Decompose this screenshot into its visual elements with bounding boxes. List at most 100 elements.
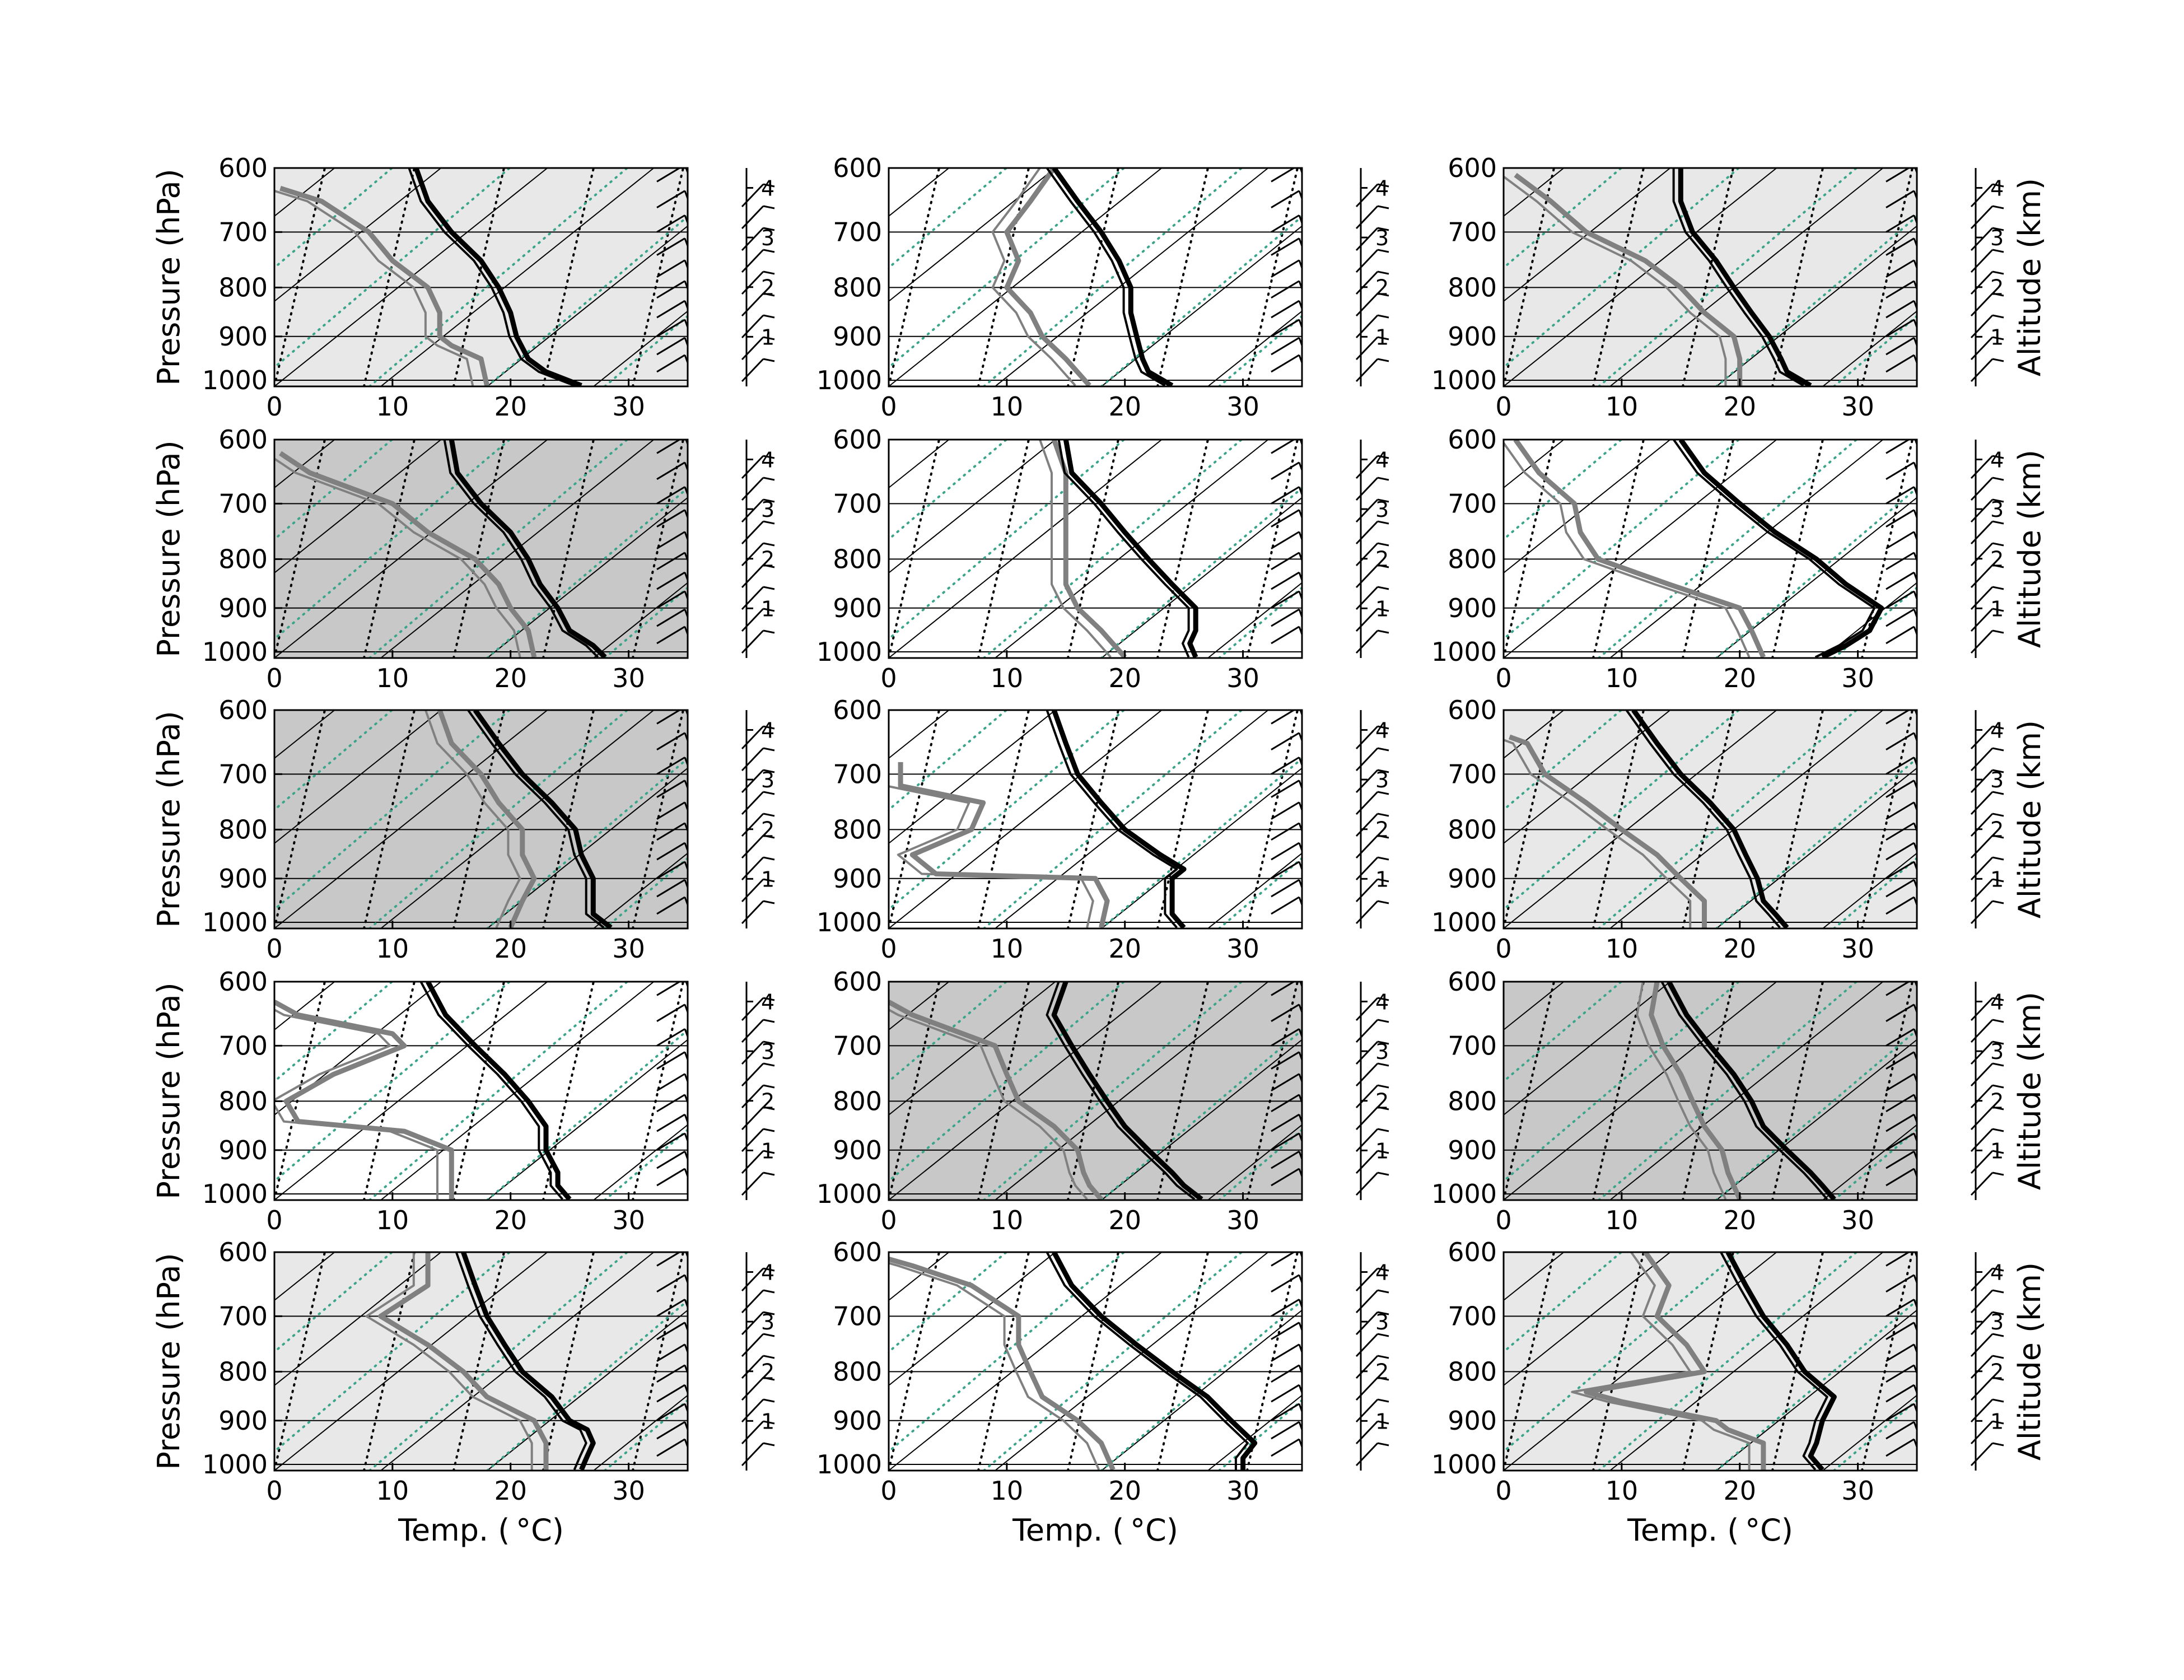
p-tick-label: 700	[218, 217, 268, 247]
dry-adiabat	[95, 1252, 146, 1471]
altitude-wind-barb-flag	[1992, 586, 2004, 590]
p-tick-label: 700	[1448, 1030, 1497, 1061]
altitude-wind-barb-flag	[1377, 564, 1389, 568]
wind-barb-flag	[684, 1421, 688, 1432]
wind-barb	[656, 237, 688, 256]
p-tick-label: 1000	[1431, 1449, 1497, 1480]
altitude-wind-barb-flag	[1992, 205, 2004, 209]
wind-barb	[656, 1403, 688, 1422]
skewed-isotherm	[889, 440, 1056, 574]
altitude-wind-barb	[741, 292, 775, 317]
wind-barb-shaft	[656, 259, 685, 278]
alt-tick-label: 4	[1990, 447, 2004, 472]
skewed-isotherm	[889, 168, 1163, 386]
altitude-wind-barb	[1355, 1442, 1389, 1467]
altitude-wind-barb	[1970, 608, 2004, 632]
wind-barb-shaft	[1886, 1094, 1915, 1113]
wind-barb	[1886, 1073, 1917, 1091]
dewpoint-profile-alt	[1636, 982, 1727, 1200]
alt-tick-label: 4	[761, 1260, 774, 1285]
skewed-isotherm	[1929, 168, 2184, 386]
wind-barb	[1886, 1252, 1917, 1267]
altitude-wind-barb-shaft	[1970, 1289, 1994, 1314]
altitude-wind-barb-shaft	[741, 455, 764, 479]
panel-frame	[273, 981, 689, 1201]
skewed-isotherm	[995, 982, 1269, 1200]
altitude-wind-barb	[741, 314, 775, 339]
x-tick-label: 30	[1226, 934, 1259, 964]
skewed-isotherm	[1929, 1252, 2184, 1471]
wind-barb-shaft	[656, 354, 685, 373]
skewed-isotherm	[274, 168, 442, 302]
panel-background	[274, 1252, 688, 1471]
p-tick-label: 800	[833, 272, 882, 302]
p-tick-label: 600	[833, 695, 882, 725]
wind-barb-shaft	[1886, 1343, 1915, 1362]
panel-background	[1504, 440, 1917, 658]
x-tick-label: 20	[1108, 663, 1141, 693]
altitude-wind-barb-shaft	[1970, 1311, 1994, 1336]
altitude-wind-barb	[1355, 1333, 1389, 1357]
wind-barb-flag	[1913, 609, 1917, 620]
altitude-wind-barb-flag	[1377, 629, 1389, 634]
dry-adiabat	[2131, 1252, 2181, 1471]
skewed-isotherm	[1504, 440, 1777, 658]
altitude-wind-barb-flag	[1377, 498, 1389, 503]
panel-plot-area	[889, 1252, 1302, 1471]
p-tick-label: 600	[833, 153, 882, 183]
altitude-wind-barb	[1355, 542, 1389, 567]
wind-barb-shaft	[1886, 1150, 1915, 1169]
altitude-wind-barb-flag	[763, 227, 775, 231]
wind-barb-shaft	[656, 1004, 685, 1022]
altitude-wind-barb-shaft	[741, 358, 764, 382]
wind-barb-flag	[1913, 300, 1917, 311]
wind-barb-shaft	[656, 1384, 685, 1403]
moist-adiabat	[1100, 1299, 1302, 1471]
wind-barb-flag	[1298, 1004, 1302, 1015]
skewed-isotherm	[487, 767, 688, 928]
altitude-wind-barb-shaft	[1970, 813, 1994, 837]
wind-barb	[1271, 337, 1302, 356]
p-tick-label: 1000	[816, 1179, 882, 1209]
altitude-wind-barb-shaft	[1355, 477, 1379, 501]
wind-barb	[1886, 571, 1917, 590]
x-tick-label: 0	[266, 391, 282, 422]
wind-barb-shaft	[1271, 1252, 1296, 1267]
x-tick-label: 10	[991, 391, 1024, 422]
moist-adiabat	[1715, 486, 1917, 658]
altitude-wind-barb-shaft	[741, 249, 764, 273]
wind-barb-flag	[1913, 1439, 1917, 1450]
wind-barb-flag	[684, 1114, 688, 1125]
wind-barb-shaft	[1271, 757, 1300, 775]
dewpoint-profile	[1649, 982, 1742, 1200]
altitude-wind-barb-flag	[763, 791, 775, 795]
altitude-wind-barb-flag	[763, 498, 775, 503]
altitude-wind-barb-shaft	[1355, 1376, 1379, 1401]
altitude-wind-barb-shaft	[1355, 358, 1379, 382]
altitude-wind-barb-flag	[1377, 769, 1389, 773]
moist-adiabat	[274, 168, 511, 369]
x-tick-label: 20	[1723, 1476, 1756, 1506]
wind-barb	[1271, 1132, 1302, 1151]
dewpoint-profile	[1004, 168, 1091, 386]
skewed-isotherm	[487, 1039, 688, 1200]
altitude-wind-barb-shaft	[1970, 900, 1994, 925]
dewpoint-profile-alt	[274, 1008, 438, 1200]
altitude-wind-barb-flag	[1377, 1420, 1389, 1425]
altitude-wind-barb-flag	[1992, 477, 2004, 481]
altitude-wind-barb	[1355, 1267, 1389, 1292]
skewed-isotherm	[2142, 982, 2184, 1200]
altitude-wind-barb	[1355, 358, 1389, 382]
altitude-wind-barb-flag	[1377, 747, 1389, 752]
wind-barb-shaft	[656, 1051, 685, 1070]
altitude-wind-barb-flag	[763, 1267, 775, 1272]
wind-barb-shaft	[656, 1252, 682, 1267]
skewed-isotherm	[1609, 1252, 1884, 1471]
altitude-wind-barb-shaft	[1970, 227, 1994, 251]
wind-barb-flag	[1298, 1151, 1302, 1162]
wind-barb-shaft	[1886, 1438, 1915, 1457]
panel-frame	[273, 709, 689, 930]
altitude-wind-barb	[1970, 1289, 2004, 1314]
skewed-isotherm	[889, 1252, 950, 1301]
